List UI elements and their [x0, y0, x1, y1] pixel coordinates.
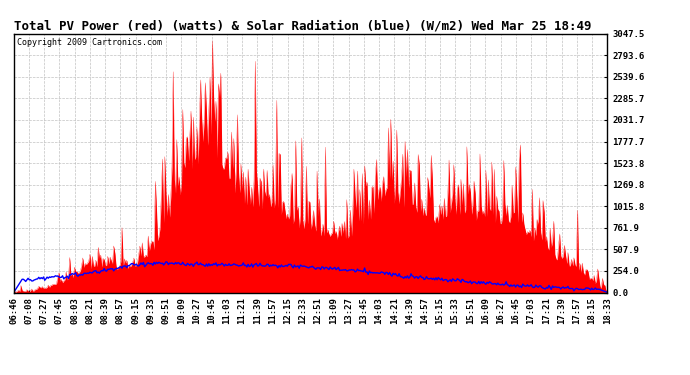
Text: Copyright 2009 Cartronics.com: Copyright 2009 Cartronics.com	[17, 38, 161, 46]
Text: Total PV Power (red) (watts) & Solar Radiation (blue) (W/m2) Wed Mar 25 18:49: Total PV Power (red) (watts) & Solar Rad…	[14, 20, 591, 33]
